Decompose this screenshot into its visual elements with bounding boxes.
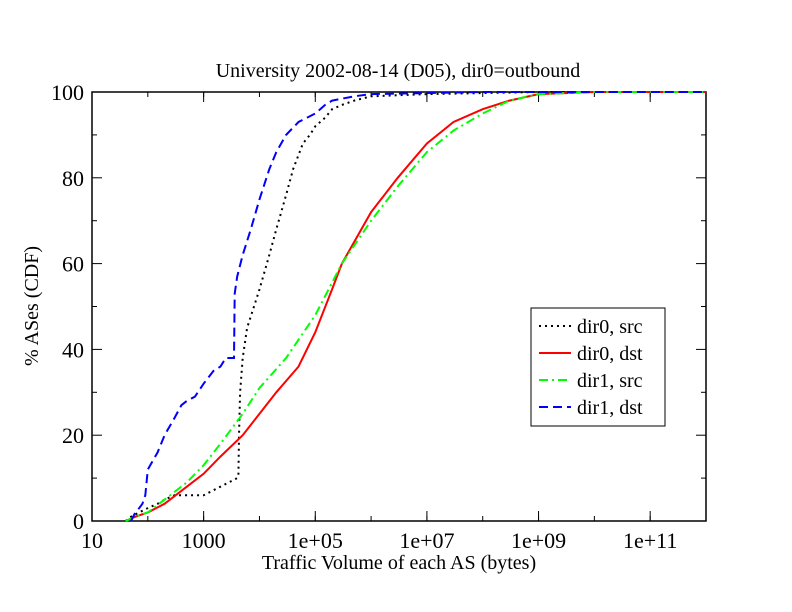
series-line-2 <box>125 91 706 522</box>
x-tick-label: 1e+09 <box>511 528 566 553</box>
legend-label: dir0, src <box>577 316 643 338</box>
y-tick-label: 0 <box>73 509 84 534</box>
x-tick-label: 1e+05 <box>288 528 343 553</box>
x-tick-label: 1000 <box>182 528 226 553</box>
plot-frame <box>91 91 707 522</box>
series-line-3 <box>125 91 706 522</box>
y-tick-label: 100 <box>51 80 84 105</box>
y-tick-label: 20 <box>62 423 84 448</box>
legend-label: dir1, src <box>577 370 643 392</box>
chart-title: University 2002-08-14 (D05), dir0=outbou… <box>216 60 581 82</box>
x-tick-label: 1e+11 <box>623 528 677 553</box>
y-tick-label: 60 <box>62 252 84 277</box>
y-tick-label: 40 <box>62 337 84 362</box>
x-tick-label: 10 <box>81 528 103 553</box>
series-line-4 <box>130 91 706 522</box>
y-axis-title: % ASes (CDF) <box>21 246 43 366</box>
x-tick-label: 1e+07 <box>399 528 454 553</box>
legend: dir0, src dir0, dst dir1, src dir1, dst <box>530 307 666 427</box>
x-axis-title: Traffic Volume of each AS (bytes) <box>262 552 536 574</box>
y-tick-label: 80 <box>62 166 84 191</box>
legend-label: dir0, dst <box>577 343 643 365</box>
legend-label: dir1, dst <box>577 397 643 419</box>
